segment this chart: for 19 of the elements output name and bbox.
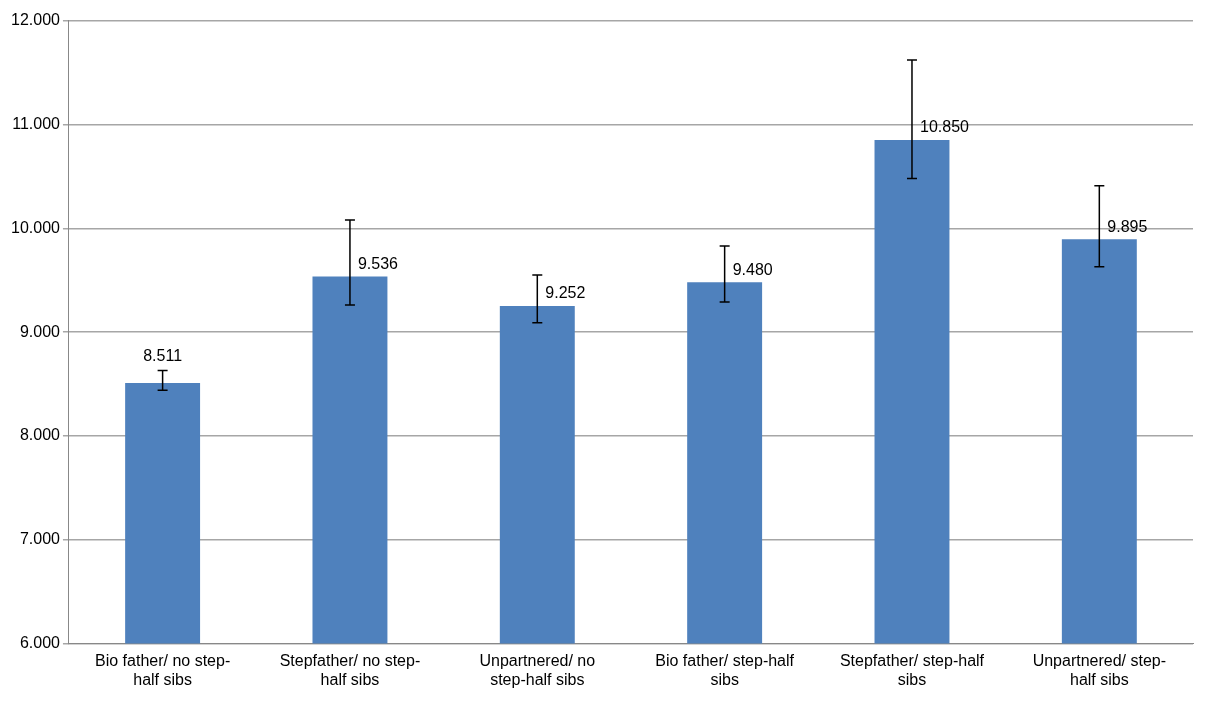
y-tick-label: 11.000	[12, 114, 61, 132]
data-label: 10.850	[919, 118, 970, 136]
y-tick-label: 9.000	[19, 322, 61, 340]
y-tick-label: 7.000	[19, 530, 61, 548]
data-label: 8.511	[143, 346, 183, 364]
y-tick-label: 8.000	[19, 426, 61, 444]
x-tick-label: Stepfather/ no step-half sibs	[279, 651, 421, 688]
data-label: 9.536	[357, 254, 399, 272]
data-label: 9.480	[732, 260, 773, 278]
y-tick-label: 12.000	[11, 11, 61, 29]
data-label: 9.895	[1107, 217, 1148, 235]
y-tick-label: 6.000	[19, 634, 61, 652]
x-tick-label: Unpartnered/ step-half sibs	[1032, 651, 1167, 688]
x-tick-label: Stepfather/ step-half sibs	[839, 651, 985, 688]
data-label: 9.252	[545, 284, 586, 302]
y-tick-label: 10.000	[11, 218, 61, 236]
x-tick-label: Unpartnered/ no step-half sibs	[479, 651, 596, 688]
x-tick-label: Bio father/ step-half sibs	[655, 651, 795, 688]
x-tick-label: Bio father/ no step-half sibs	[95, 651, 231, 688]
